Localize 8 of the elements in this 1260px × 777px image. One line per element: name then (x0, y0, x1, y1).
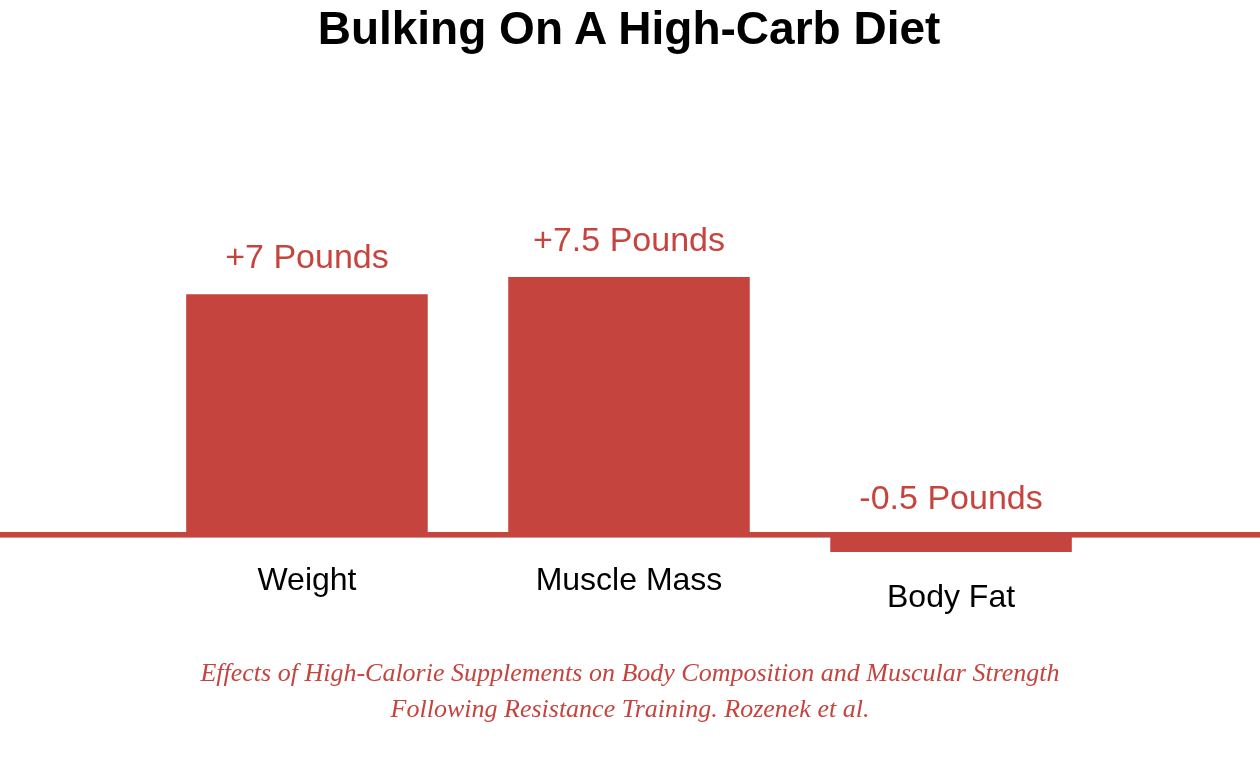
data-label: +7 Pounds (225, 237, 389, 276)
x-tick-label: Body Fat (887, 578, 1016, 614)
x-tick-label: Weight (257, 560, 357, 597)
data-label: -0.5 Pounds (859, 477, 1043, 516)
x-tick-label: Muscle Mass (535, 560, 723, 597)
text: Effects of High-Calorie Supplements on Body Composition and Muscular Strength Following Resistance Training. Rozenek et al. (199, 657, 1061, 725)
data-label: +7.5 Pounds (533, 220, 725, 258)
chart-title: Bulking On A High-Carb Diet (317, 2, 941, 54)
